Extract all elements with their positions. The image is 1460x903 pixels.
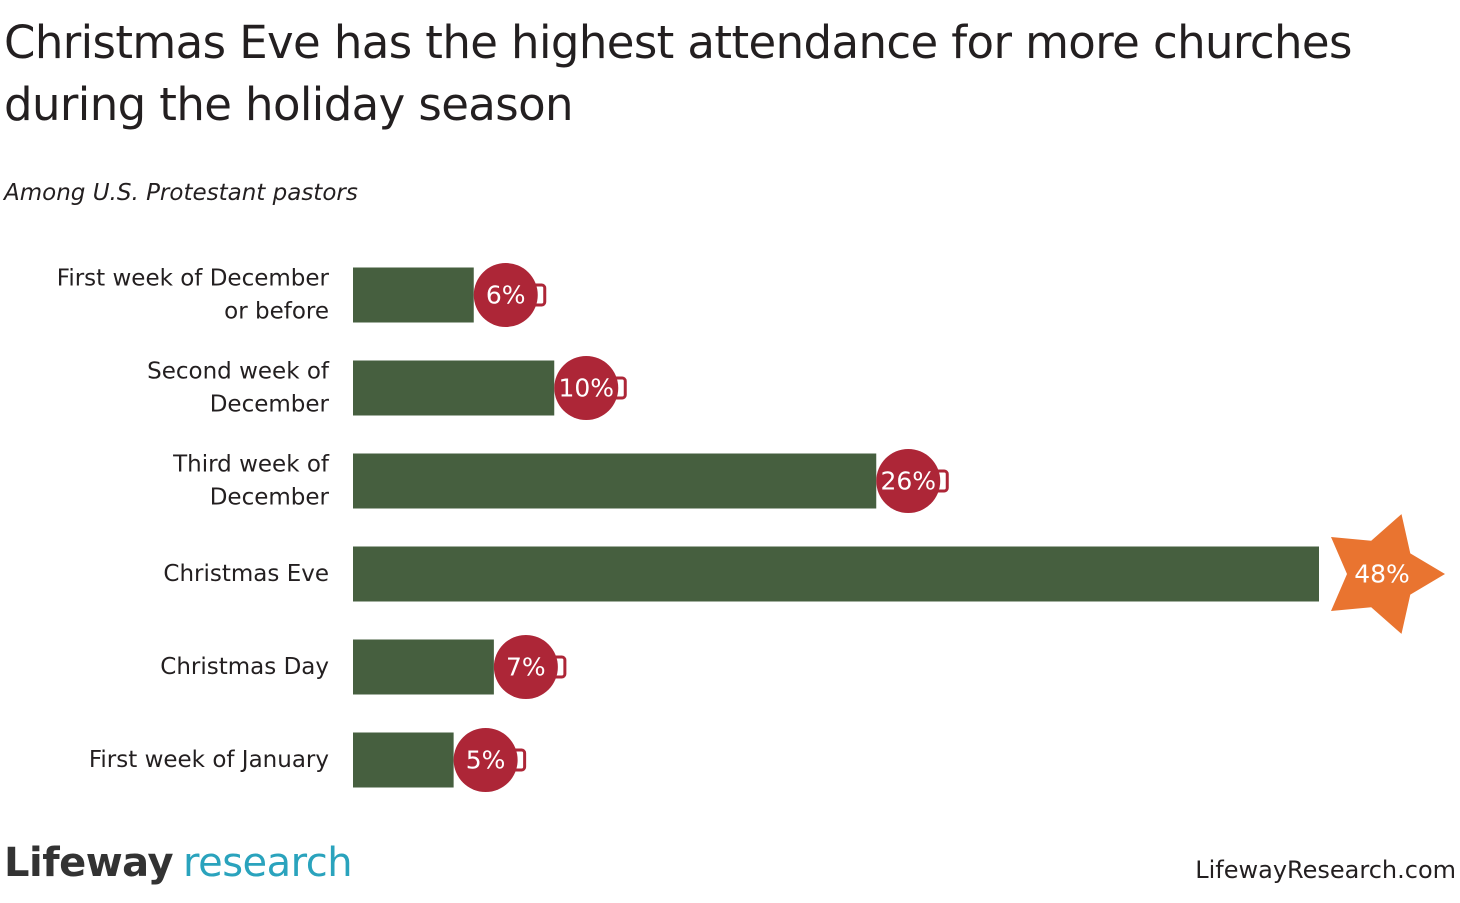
ornament-marker xyxy=(453,728,518,792)
category-label-line: Second week of xyxy=(147,359,330,385)
value-label: 10% xyxy=(558,374,614,403)
category-label-line: Christmas Eve xyxy=(163,561,329,587)
ornament-marker xyxy=(493,635,558,699)
logo-wordmark-sub: research xyxy=(183,840,353,886)
category-label: Christmas Eve xyxy=(163,561,329,587)
category-label: First week of January xyxy=(89,747,329,773)
footer-url: LifewayResearch.com xyxy=(1195,856,1456,884)
category-label-line: First week of December xyxy=(57,266,330,292)
category-label-line: Third week of xyxy=(172,452,330,478)
category-label: First week of December or before xyxy=(57,266,330,325)
bar xyxy=(353,546,1319,602)
category-label-line: Christmas Day xyxy=(160,654,329,680)
value-label: 48% xyxy=(1354,560,1410,589)
bar xyxy=(353,453,877,509)
category-label-line: First week of January xyxy=(89,747,329,773)
bar xyxy=(353,267,474,323)
lifeway-research-logo: Lifeway research xyxy=(4,838,353,888)
category-label-line: December xyxy=(210,392,330,418)
category-label: Christmas Day xyxy=(160,654,329,680)
value-label: 26% xyxy=(880,467,936,496)
value-label: 5% xyxy=(466,746,506,775)
bar xyxy=(353,732,454,788)
chart-title: Christmas Eve has the highest attendance… xyxy=(4,16,1352,131)
category-label-line: or before xyxy=(224,299,329,325)
value-label: 6% xyxy=(486,281,526,310)
chart-subtitle: Among U.S. Protestant pastors xyxy=(4,180,358,206)
value-label: 7% xyxy=(506,653,546,682)
ornament-marker xyxy=(473,263,538,327)
category-label: Second week of December xyxy=(147,359,330,418)
ornament-marker xyxy=(876,449,941,513)
bar xyxy=(353,360,555,416)
bar xyxy=(353,639,494,695)
logo-wordmark-main: Lifeway xyxy=(4,840,174,886)
category-label-line: December xyxy=(210,485,330,511)
category-label: Third week of December xyxy=(172,452,330,511)
ornament-marker xyxy=(554,356,619,420)
star-marker xyxy=(1331,514,1445,634)
